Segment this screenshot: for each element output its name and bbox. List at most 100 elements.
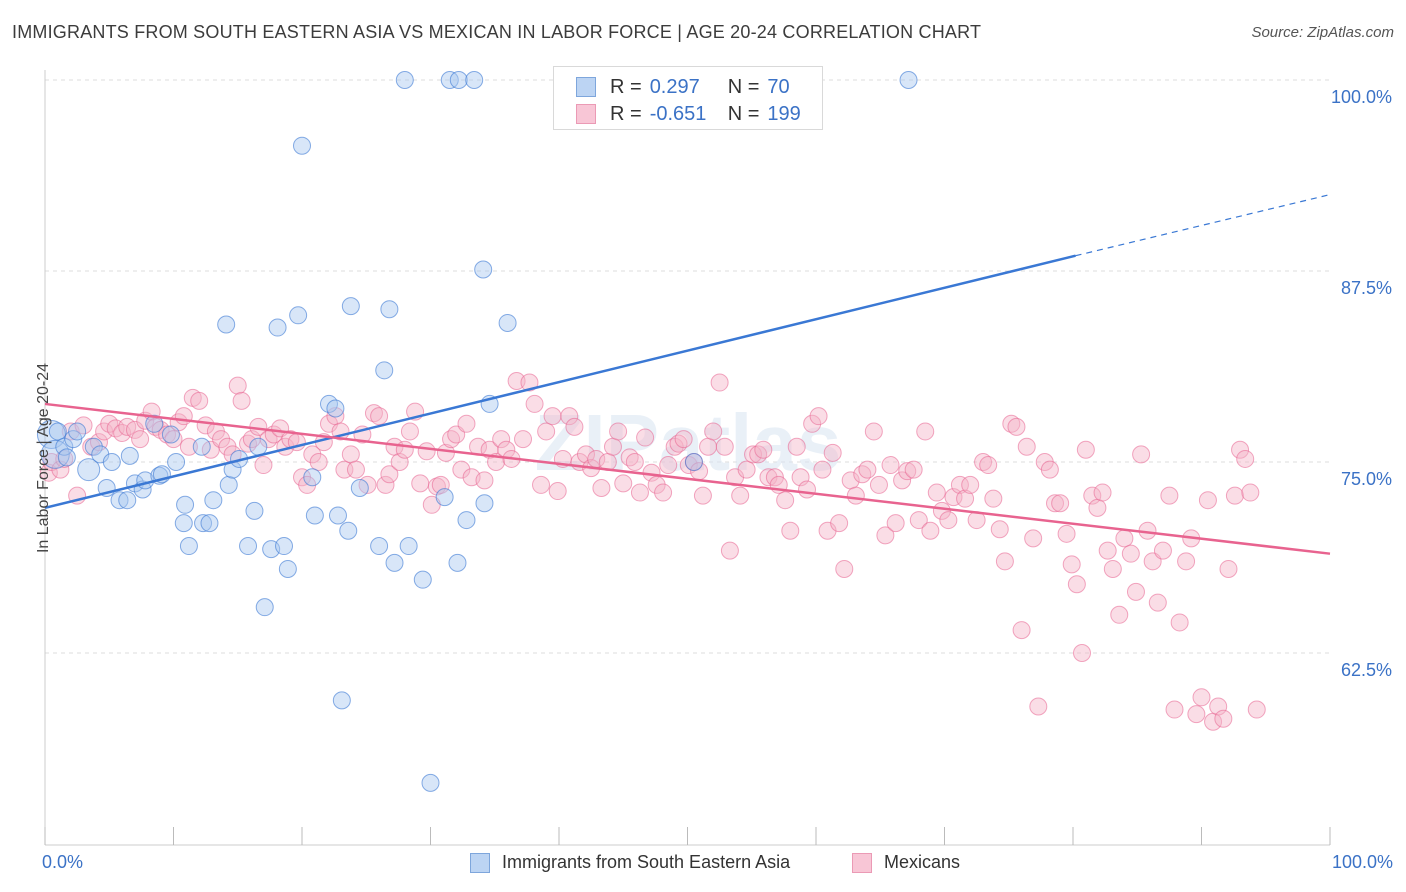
mexicans-point xyxy=(609,422,628,441)
legend-item-sea[interactable]: Immigrants from South Eastern Asia xyxy=(470,852,790,873)
mexicans-point xyxy=(776,491,795,510)
mexicans-point xyxy=(754,440,773,459)
sea-point xyxy=(194,514,213,533)
mexicans-point xyxy=(921,521,940,540)
mexicans-point xyxy=(809,407,828,426)
mexicans-point xyxy=(1170,613,1189,632)
grid-lines xyxy=(45,79,1330,654)
legend-r-label: R = xyxy=(610,75,642,98)
mexicans-point xyxy=(1046,494,1065,513)
watermark: ZIPatlas xyxy=(535,398,842,487)
x-tick-label-min: 0.0% xyxy=(42,852,84,872)
legend-n-label: N = xyxy=(727,102,760,125)
sea-point xyxy=(350,478,369,497)
mexicans-point xyxy=(1121,544,1140,563)
sea-point xyxy=(293,136,311,155)
mexicans-point xyxy=(309,453,328,471)
mexicans-point xyxy=(1192,688,1211,707)
sea-point xyxy=(370,537,389,556)
mexicans-point xyxy=(1132,445,1151,464)
mexicans-point xyxy=(737,460,756,479)
mexicans-point xyxy=(548,482,567,501)
mexicans-point xyxy=(1177,552,1196,571)
mexicans-point xyxy=(984,489,1003,508)
sea-point xyxy=(255,598,274,617)
mexicans-point xyxy=(346,460,365,479)
mexicans-point xyxy=(1017,437,1036,456)
sea-point xyxy=(289,306,308,325)
y-axis-label-wrap: In Labor Force | Age 20-24 xyxy=(16,0,52,892)
mexicans-point xyxy=(979,456,998,475)
sea-point xyxy=(498,313,517,332)
mexicans-point xyxy=(1072,644,1091,662)
mexicans-point xyxy=(106,419,125,438)
y-tick-label: 62.5% xyxy=(1341,660,1392,680)
mexicans-point xyxy=(1062,555,1081,574)
sea-point xyxy=(275,537,294,556)
mexicans-point xyxy=(1103,559,1122,578)
sea-point xyxy=(245,501,264,520)
sea-point xyxy=(341,297,360,316)
mexicans-point xyxy=(715,437,734,456)
correlation-legend: R = 0.297 N = 70 R = -0.651 N = 199 xyxy=(553,66,823,130)
mexicans-point xyxy=(1012,621,1031,640)
chart-source: Source: ZipAtlas.com xyxy=(1251,24,1394,41)
sea-points xyxy=(36,71,918,792)
mexicans-point xyxy=(916,422,935,441)
mexicans-point xyxy=(370,407,389,426)
sea-point xyxy=(474,260,493,279)
mexicans-point xyxy=(731,486,750,505)
chart-title: IMMIGRANTS FROM SOUTH EASTERN ASIA VS ME… xyxy=(12,22,982,42)
mexicans-point xyxy=(592,478,611,497)
sea-point xyxy=(120,446,139,465)
sea-point xyxy=(421,773,440,792)
legend-item-mexicans[interactable]: Mexicans xyxy=(852,852,960,873)
mexicans-point xyxy=(835,559,854,578)
mexicans-point xyxy=(704,422,723,441)
mexicans-point xyxy=(1153,541,1172,560)
sea-point xyxy=(84,437,103,456)
sea-point xyxy=(145,414,164,433)
sea-point xyxy=(249,437,268,456)
mexicans-point xyxy=(1098,541,1117,560)
sea-point xyxy=(179,537,198,556)
mexicans-point xyxy=(1247,700,1266,719)
y-tick-labels: 100.0% 87.5% 75.0% 62.5% xyxy=(1331,87,1392,680)
mexicans-point xyxy=(1029,697,1048,716)
sea-point xyxy=(102,453,121,471)
mexicans-point xyxy=(228,376,247,395)
sea-point xyxy=(48,422,67,441)
sea-trend-extension xyxy=(1075,194,1331,257)
sea-point xyxy=(77,458,101,482)
sea-point xyxy=(40,439,70,469)
mexicans-point xyxy=(457,414,476,433)
legend-label-sea: Immigrants from South Eastern Asia xyxy=(502,852,791,872)
sea-point xyxy=(449,71,468,89)
sea-point xyxy=(204,491,223,510)
y-tick-label: 100.0% xyxy=(1331,87,1392,107)
mexicans-point xyxy=(1241,483,1260,502)
sea-point xyxy=(118,491,137,510)
mexicans-point xyxy=(576,445,595,464)
mexicans-point xyxy=(990,520,1009,539)
mexicans-point xyxy=(1093,483,1112,502)
series-legend: Immigrants from South Eastern Asia Mexic… xyxy=(0,852,1406,878)
mexicans-point xyxy=(798,480,817,499)
legend-swatch-blue xyxy=(470,852,490,873)
y-tick-label: 87.5% xyxy=(1341,278,1392,298)
sea-point xyxy=(268,318,287,337)
sea-point xyxy=(380,300,399,319)
mexicans-point xyxy=(525,394,544,413)
mexicans-point xyxy=(395,440,414,459)
sea-point xyxy=(385,553,404,572)
sea-point xyxy=(219,475,238,494)
mexicans-point xyxy=(679,456,698,475)
mexicans-point xyxy=(693,486,712,505)
sea-point xyxy=(684,453,703,471)
mexicans-point xyxy=(956,489,975,508)
sea-point xyxy=(176,495,195,514)
sea-point xyxy=(332,691,351,710)
mexicans-point xyxy=(830,514,849,533)
mexicans-point xyxy=(452,460,471,479)
mexicans-point xyxy=(417,442,436,461)
